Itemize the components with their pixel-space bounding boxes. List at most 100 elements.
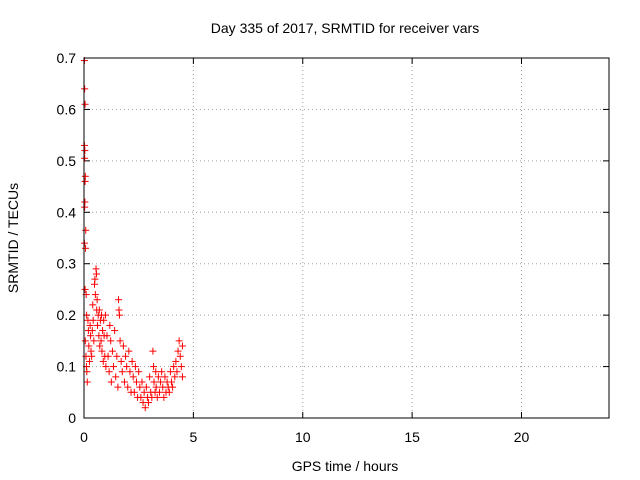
data-point <box>91 291 99 299</box>
data-point <box>94 321 102 329</box>
data-point <box>120 378 128 386</box>
data-point <box>81 285 89 293</box>
data-point <box>118 368 126 376</box>
data-point <box>123 363 131 371</box>
data-point <box>81 177 89 185</box>
data-point <box>108 347 116 355</box>
plot-frame <box>83 57 610 419</box>
data-point <box>89 316 97 324</box>
data-point <box>102 363 110 371</box>
data-point <box>152 383 160 391</box>
y-tick-label: 0.5 <box>57 153 77 169</box>
data-point <box>173 368 181 376</box>
y-axis-label: SRMTID / TECUs <box>5 183 21 293</box>
y-tick-label: 0.3 <box>57 256 77 272</box>
data-point <box>100 316 108 324</box>
data-point <box>125 347 133 355</box>
data-point <box>146 373 154 381</box>
data-point <box>87 347 95 355</box>
data-point <box>103 332 111 340</box>
y-tick-label: 0.1 <box>57 359 77 375</box>
data-point <box>86 321 94 329</box>
data-point <box>93 296 101 304</box>
data-point <box>165 388 173 396</box>
data-point <box>116 337 124 345</box>
data-point <box>110 363 118 371</box>
data-point <box>154 373 162 381</box>
data-point <box>88 352 96 360</box>
data-point <box>142 383 150 391</box>
data-point <box>160 393 168 401</box>
data-point <box>105 368 113 376</box>
chart-title: Day 335 of 2017, SRMTID for receiver var… <box>211 20 479 36</box>
data-point <box>81 85 89 93</box>
data-points <box>80 57 186 412</box>
data-point <box>170 363 178 371</box>
data-point <box>82 244 90 252</box>
data-point <box>126 368 134 376</box>
data-point <box>89 301 97 309</box>
data-point <box>137 393 145 401</box>
data-point <box>106 321 114 329</box>
data-point <box>90 337 98 345</box>
data-point <box>124 383 132 391</box>
data-point <box>97 337 105 345</box>
data-point <box>135 368 143 376</box>
data-point <box>81 337 89 345</box>
y-tick-label: 0.7 <box>57 50 77 66</box>
x-axis-ticks: 0 5 10 15 20 <box>80 58 529 445</box>
data-point <box>92 270 100 278</box>
data-point <box>166 368 174 376</box>
data-point <box>140 388 148 396</box>
data-point <box>152 368 160 376</box>
data-point <box>115 311 123 319</box>
x-tick-label: 5 <box>189 429 197 445</box>
data-point <box>131 363 139 371</box>
data-point <box>145 399 153 407</box>
data-point <box>157 378 165 386</box>
data-point <box>178 373 186 381</box>
data-point <box>81 154 89 162</box>
data-point <box>122 352 130 360</box>
data-point <box>85 342 93 350</box>
data-point <box>158 368 166 376</box>
data-point <box>91 275 99 283</box>
data-point <box>169 383 177 391</box>
data-point <box>99 327 107 335</box>
data-point <box>111 327 119 335</box>
data-point <box>85 357 93 365</box>
data-point <box>175 337 183 345</box>
data-point <box>98 347 106 355</box>
x-tick-label: 0 <box>80 429 88 445</box>
data-point <box>81 100 89 108</box>
data-point <box>95 306 103 314</box>
data-point <box>112 373 120 381</box>
data-point <box>155 388 163 396</box>
data-point <box>115 296 123 304</box>
data-point <box>150 378 158 386</box>
data-point <box>119 342 127 350</box>
data-point <box>178 342 186 350</box>
data-point <box>107 378 115 386</box>
data-point <box>99 357 107 365</box>
data-point <box>129 373 137 381</box>
y-axis-ticks: 0 0.1 0.2 0.3 0.4 0.5 0.6 0.7 <box>57 50 609 426</box>
data-point <box>128 357 136 365</box>
y-tick-label: 0.2 <box>57 307 77 323</box>
data-point <box>101 311 109 319</box>
data-point <box>141 404 149 412</box>
data-point <box>174 347 182 355</box>
data-point <box>117 357 125 365</box>
data-point <box>81 203 89 211</box>
data-point <box>177 363 185 371</box>
grid-lines <box>84 58 609 418</box>
data-point <box>136 383 144 391</box>
x-tick-label: 20 <box>514 429 530 445</box>
data-point <box>83 378 91 386</box>
data-point <box>149 347 157 355</box>
x-tick-label: 10 <box>295 429 311 445</box>
data-point <box>96 342 104 350</box>
data-point <box>161 373 169 381</box>
data-point <box>113 352 121 360</box>
x-tick-label: 15 <box>404 429 420 445</box>
